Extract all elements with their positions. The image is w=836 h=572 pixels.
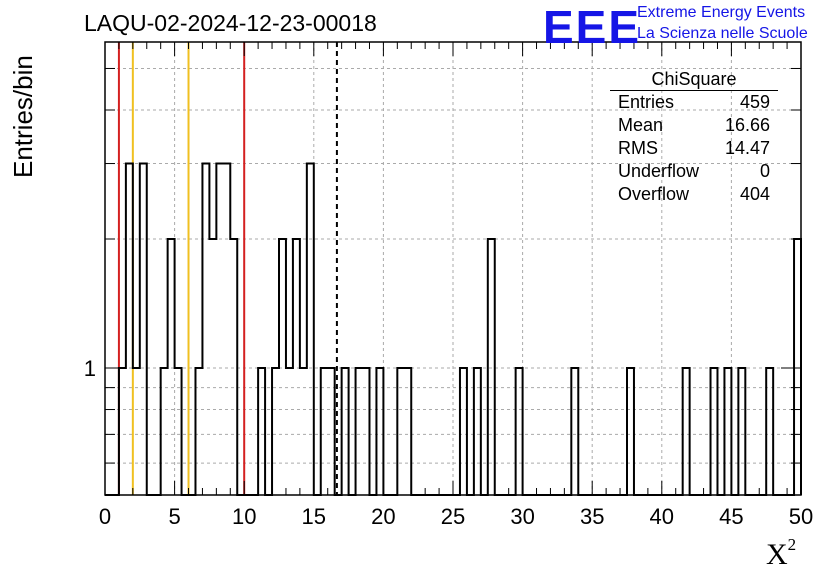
logo-text-line-1: Extreme Energy Events [637, 4, 806, 21]
eee-logo: EEE [543, 1, 642, 53]
histogram-bin [376, 368, 383, 495]
histogram-bin [328, 368, 335, 495]
histogram-bin [571, 368, 578, 495]
stats-value: 459 [739, 92, 770, 112]
stats-value: 14.47 [724, 138, 770, 158]
x-tick-label: 30 [510, 504, 534, 529]
histogram-bin [258, 368, 265, 495]
histogram-bin [766, 368, 773, 495]
histogram-bin [397, 368, 404, 495]
histogram-bin [209, 239, 216, 495]
histogram-bin [175, 368, 182, 495]
x-axis-label: X2 [766, 535, 796, 572]
stats-row-mean: Mean 16.66 [610, 114, 778, 137]
stats-row-rms: RMS 14.47 [610, 137, 778, 160]
x-tick-label: 5 [168, 504, 180, 529]
histogram-bin [738, 368, 745, 495]
histogram-bin [363, 368, 370, 495]
histogram-bin [272, 368, 279, 495]
histogram-bin [293, 239, 300, 495]
y-tick-label: 1 [84, 356, 96, 381]
x-tick-label: 35 [580, 504, 604, 529]
stats-title: ChiSquare [610, 68, 778, 91]
histogram-bin [627, 368, 634, 495]
axes: 0 5 10 15 20 25 30 35 40 45 50 1 [84, 41, 813, 529]
stats-value: 0 [759, 161, 770, 181]
histogram-bin [356, 368, 363, 495]
stats-label: RMS [618, 138, 658, 158]
histogram-bin [168, 239, 175, 495]
x-tick-label: 15 [302, 504, 326, 529]
histogram-bin [683, 368, 690, 495]
chart-title: LAQU-02-2024-12-23-00018 [84, 10, 377, 36]
histogram-bin [724, 368, 731, 495]
histogram-bin [460, 368, 467, 495]
stats-value: 404 [739, 184, 770, 204]
histogram-bin [119, 368, 126, 495]
stats-label: Entries [618, 92, 675, 112]
x-tick-label: 45 [719, 504, 743, 529]
x-axis-label-superscript: 2 [787, 535, 797, 554]
histogram-bin [133, 368, 140, 495]
x-tick-label: 10 [232, 504, 256, 529]
histogram-bin [342, 368, 349, 495]
histogram-bin [126, 164, 133, 495]
stats-row-underflow: Underflow 0 [610, 160, 778, 183]
stats-label: Overflow [618, 184, 690, 204]
stats-box: ChiSquare Entries 459 Mean 16.66 RMS 14.47 … [610, 68, 778, 206]
histogram-bin [216, 164, 223, 495]
histogram-bin [321, 368, 328, 495]
histogram-bin [474, 368, 481, 495]
histogram-bin [307, 164, 314, 495]
x-tick-label: 25 [441, 504, 465, 529]
x-tick-label: 20 [371, 504, 395, 529]
histogram-bin [488, 239, 495, 495]
logo-text-line-2: La Scienza nelle Scuole [637, 25, 808, 42]
y-axis-label: Entries/bin [8, 55, 38, 178]
histogram-bin [516, 368, 523, 495]
histogram-bin [223, 164, 230, 495]
histogram-bin [286, 368, 293, 495]
stats-row-overflow: Overflow 404 [610, 183, 778, 206]
x-tick-label: 0 [99, 504, 111, 529]
histogram-bin [404, 368, 411, 495]
histogram-bin [794, 239, 801, 495]
histogram-bin [711, 368, 718, 495]
histogram-bin [279, 239, 286, 495]
x-axis-label-base: X [766, 538, 788, 571]
histogram-bin [161, 368, 168, 495]
stats-label: Underflow [618, 161, 700, 181]
histogram-bin [300, 368, 307, 495]
stats-row-entries: Entries 459 [610, 91, 778, 114]
histogram-bin [140, 164, 147, 495]
stats-label: Mean [618, 115, 664, 135]
histogram-bin [202, 164, 209, 495]
x-tick-label: 50 [789, 504, 813, 529]
x-tick-label: 40 [650, 504, 674, 529]
histogram-bin [195, 368, 202, 495]
histogram-bin [230, 239, 237, 495]
stats-value: 16.66 [724, 115, 770, 135]
